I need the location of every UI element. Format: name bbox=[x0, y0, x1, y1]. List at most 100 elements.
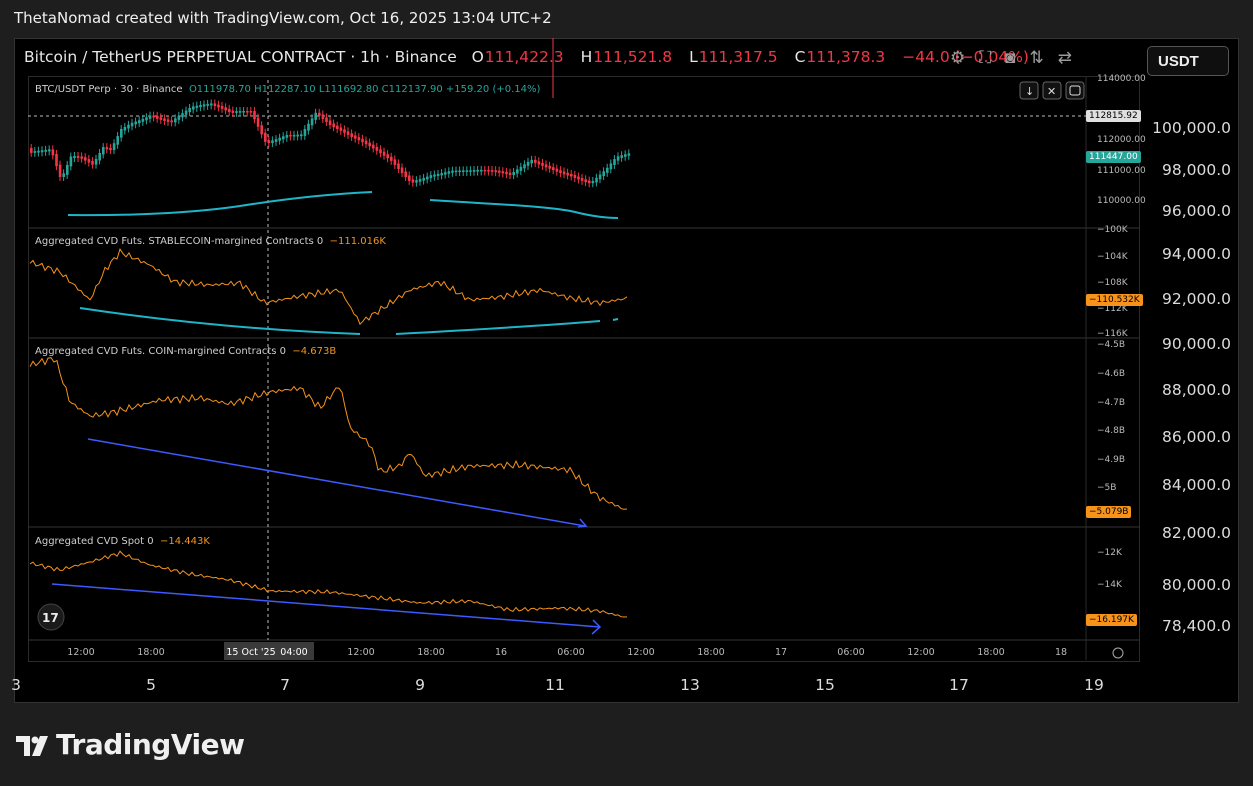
cvd-spot-trend-arrow bbox=[591, 619, 602, 635]
candle-body bbox=[210, 103, 213, 106]
cvd-stablecoin-trend-right bbox=[395, 320, 601, 335]
outer-y-tick: 84,000.0 bbox=[1161, 476, 1231, 494]
inner-x-tick: 12:00 bbox=[907, 647, 935, 658]
candle-body bbox=[84, 157, 87, 161]
price-low-trend-left bbox=[67, 191, 373, 217]
inner-x-tick: 06:00 bbox=[837, 647, 865, 658]
pane-spot-value: −14.443K bbox=[160, 536, 210, 547]
open-label: O bbox=[471, 48, 484, 66]
candle-body bbox=[271, 140, 274, 144]
swap-icon[interactable]: ⇄ bbox=[1057, 48, 1086, 67]
tv-badge bbox=[37, 603, 65, 631]
svg-text:✕: ✕ bbox=[1047, 85, 1056, 98]
candle-body bbox=[361, 138, 364, 143]
candle-body bbox=[584, 179, 587, 183]
outer-y-tick: 100,000.0 bbox=[1152, 119, 1231, 137]
candle-body bbox=[177, 115, 181, 120]
candle-body bbox=[397, 163, 400, 169]
pane4-y-tick: −12K bbox=[1097, 548, 1122, 558]
tradingview-logo: TradingView bbox=[16, 728, 245, 761]
embedded-legend: BTC/USDT Perp · 30 · Binance O111978.70 … bbox=[35, 84, 540, 95]
pane2-y-tick: −104K bbox=[1097, 252, 1128, 262]
outer-y-tick: 78,400.0 bbox=[1161, 617, 1231, 635]
candle-body bbox=[440, 173, 443, 176]
candle-body bbox=[300, 134, 303, 137]
candle-body bbox=[523, 164, 526, 169]
candle-body bbox=[418, 179, 422, 182]
pane3-y-tick: −4.5B bbox=[1097, 340, 1126, 350]
candle-body bbox=[130, 122, 134, 127]
pane-spot-legend: Aggregated CVD Spot 0 −14.443K bbox=[35, 536, 210, 547]
outer-symbol[interactable]: Bitcoin / TetherUS PERPETUAL CONTRACT · … bbox=[24, 48, 457, 66]
candle-body bbox=[292, 134, 296, 137]
candle-body bbox=[609, 163, 613, 170]
candle-body bbox=[591, 180, 595, 184]
expand-icon bbox=[1042, 81, 1062, 100]
inner-x-tick: 18:00 bbox=[417, 647, 445, 658]
candle-body bbox=[192, 106, 195, 110]
candle-body bbox=[620, 155, 623, 158]
embedded-chart-panel[interactable] bbox=[28, 76, 1140, 662]
cvd-spot-trendline bbox=[51, 583, 601, 628]
candle-body bbox=[159, 117, 163, 120]
candle-body bbox=[152, 115, 155, 118]
candle-body bbox=[256, 117, 260, 127]
candle-body bbox=[188, 107, 191, 113]
candle-body bbox=[202, 104, 206, 107]
cvd-stablecoin-line bbox=[29, 248, 628, 326]
candle-body bbox=[217, 104, 220, 108]
candle-body bbox=[357, 137, 361, 141]
outer-y-tick: 98,000.0 bbox=[1161, 161, 1231, 179]
candle-body bbox=[156, 115, 159, 119]
outer-x-tick: 5 bbox=[146, 676, 156, 694]
candle-body bbox=[199, 104, 202, 108]
outer-x-tick: 11 bbox=[545, 676, 565, 694]
candle-body bbox=[624, 154, 627, 157]
candle-body bbox=[55, 153, 58, 167]
crosshair-date-box bbox=[224, 642, 314, 660]
candle-body bbox=[350, 133, 353, 138]
candle-body bbox=[336, 125, 339, 130]
outer-y-tick: 80,000.0 bbox=[1161, 576, 1231, 594]
candle-body bbox=[51, 149, 55, 156]
candle-body bbox=[40, 150, 44, 153]
camera-icon[interactable]: ◙ bbox=[1005, 48, 1030, 67]
candle-body bbox=[181, 113, 184, 118]
compare-icon[interactable]: ⇅ bbox=[1029, 48, 1058, 67]
settings-icon[interactable]: ⚙ bbox=[950, 48, 980, 67]
outer-y-tick: 86,000.0 bbox=[1161, 428, 1231, 446]
candle-body bbox=[530, 159, 533, 164]
currency-button[interactable]: USDT bbox=[1147, 46, 1229, 76]
cvd-spot-line bbox=[29, 550, 628, 618]
candle-body bbox=[426, 176, 429, 180]
candle-body bbox=[246, 110, 249, 113]
outer-x-tick: 17 bbox=[949, 676, 969, 694]
chart-toolbar: ⚙⛶◙⇅⇄ bbox=[950, 48, 1086, 68]
pane4-value-tag: −16.197K bbox=[1086, 614, 1137, 626]
candle-body bbox=[444, 172, 447, 175]
candle-body bbox=[87, 159, 91, 163]
candle-body bbox=[282, 136, 285, 140]
candle-body bbox=[184, 110, 188, 115]
low-value: 111,317.5 bbox=[698, 48, 778, 66]
candle-body bbox=[76, 155, 80, 158]
candle-body bbox=[411, 179, 415, 183]
cvd-coin-trendline bbox=[87, 438, 586, 527]
candle-body bbox=[519, 166, 523, 171]
candle-body bbox=[66, 164, 69, 175]
candle-body bbox=[386, 154, 389, 159]
pane3-y-tick: −4.8B bbox=[1097, 426, 1126, 436]
candle-body bbox=[91, 161, 94, 165]
svg-text:↓: ↓ bbox=[1025, 85, 1034, 98]
inner-y-tick: 114000.00 bbox=[1097, 74, 1146, 84]
candle-body bbox=[627, 153, 631, 156]
candle-body bbox=[602, 171, 605, 177]
candle-body bbox=[613, 159, 616, 165]
candle-body bbox=[476, 169, 479, 172]
fullscreen-icon[interactable]: ⛶ bbox=[979, 48, 1006, 67]
inner-x-tick: 16 bbox=[494, 647, 508, 658]
candle-body bbox=[289, 134, 292, 137]
candle-body bbox=[213, 103, 217, 107]
candle-body bbox=[44, 149, 47, 152]
candle-body bbox=[559, 170, 562, 174]
